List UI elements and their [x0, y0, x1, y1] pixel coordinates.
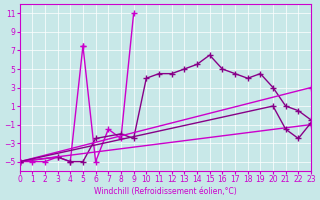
- X-axis label: Windchill (Refroidissement éolien,°C): Windchill (Refroidissement éolien,°C): [94, 187, 237, 196]
